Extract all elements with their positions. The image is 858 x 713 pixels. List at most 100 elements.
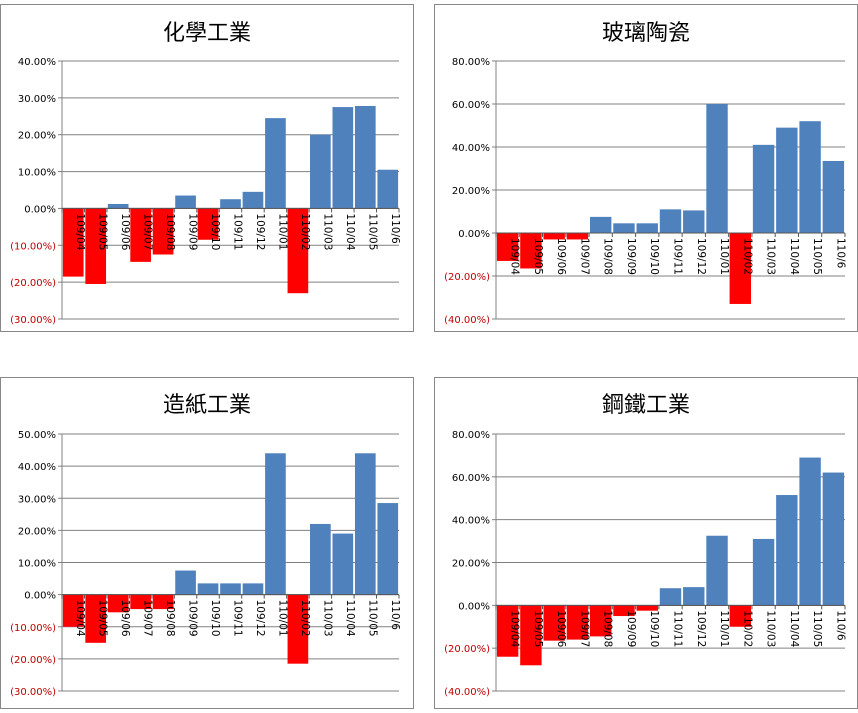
chart-chemical-bar	[175, 195, 196, 209]
chart-steel-bar	[729, 605, 752, 627]
chart-steel-bar	[799, 457, 821, 606]
chart-paper-xtick-label: 110/03	[321, 600, 333, 637]
chart-paper-bar	[310, 523, 331, 595]
chart-paper-ytick-label: 0.00%	[24, 591, 56, 602]
chart-paper-bar	[220, 583, 241, 595]
chart-paper-xtick-label: 109/06	[119, 600, 131, 637]
chart-glass-xtick-label: 110/02	[741, 238, 753, 275]
chart-paper-xtick-label: 109/07	[142, 600, 154, 637]
chart-steel-bar	[752, 538, 775, 606]
chart-chemical-svg: 化學工業 (30.00%) (20.00%) (10.00%) 0.00% 10.00% 2…	[0, 4, 414, 332]
chart-paper-ytick-label: (30.00%)	[10, 687, 56, 698]
chart-chemical-xtick-label: 109/08	[164, 213, 176, 250]
chart-steel-xtick-label: 110/02	[741, 610, 753, 647]
chart-steel-ytick-label: (40.00%)	[444, 687, 490, 698]
chart-glass-bar	[729, 233, 752, 304]
chart-paper-ytick-label: 10.00%	[18, 559, 56, 570]
chart-glass-xtick-label: 109/12	[695, 238, 707, 275]
chart-paper-bar	[242, 583, 264, 595]
chart-chemical-xtick-label: 110/02	[299, 213, 311, 250]
chart-glass-ytick-label: 20.00%	[452, 186, 490, 197]
chart-chemical-xtick-label: 109/11	[232, 213, 244, 250]
chart-steel-xtick-label: 109/07	[578, 610, 590, 647]
chart-paper-xtick-label: 109/09	[187, 600, 199, 637]
chart-paper-ytick-label: 40.00%	[18, 462, 56, 473]
chart-chemical-bar	[220, 199, 241, 209]
chart-glass-bar	[822, 160, 845, 233]
chart-glass-bar	[520, 233, 542, 269]
chart-paper-bar	[85, 594, 107, 643]
chart-steel-xtick-label: 109/06	[555, 610, 567, 647]
chart-glass-bar	[683, 210, 705, 233]
chart-paper-bar	[287, 594, 309, 664]
chart-glass-xtick-label: 110/03	[765, 238, 777, 275]
chart-paper-ytick-label: 50.00%	[18, 430, 56, 441]
chart-glass-xtick-label: 109/11	[672, 238, 684, 275]
chart-paper-bar	[354, 453, 376, 595]
chart-paper-bar	[175, 570, 196, 595]
chart-glass-ytick-label: 80.00%	[452, 57, 490, 68]
chart-chemical-bar	[197, 208, 219, 240]
chart-steel-bar	[636, 605, 658, 611]
chart-paper-xtick-label: 109/08	[164, 600, 176, 637]
chart-glass-bar	[496, 233, 519, 261]
chart-steel-xtick-label: 109/08	[602, 610, 614, 647]
chart-steel-bar	[496, 605, 519, 657]
chart-paper-xtick-label: 110/01	[276, 600, 288, 637]
chart-steel-bar	[566, 605, 589, 640]
chart-paper-bar	[130, 594, 151, 610]
chart-steel-bar	[520, 605, 542, 666]
chart-chemical-ytick-label: 0.00%	[24, 204, 56, 215]
chart-paper-bar	[107, 594, 129, 613]
chart-chemical-xtick-label: 109/12	[254, 213, 266, 250]
chart-paper-xtick-label: 109/05	[97, 600, 109, 637]
chart-paper-ytick-label: (20.00%)	[10, 655, 56, 666]
chart-chemical-bar	[107, 204, 129, 209]
chart-steel-xtick-label: 109/09	[625, 610, 637, 647]
chart-chemical-xtick-label: 110/01	[276, 213, 288, 250]
chart-chemical-xtick-label: 109/05	[97, 213, 109, 250]
chart-paper-xtick-label: 109/04	[74, 600, 86, 637]
chart-chemical-ytick-label: 30.00%	[18, 94, 56, 105]
chart-glass-ytick-label: 0.00%	[458, 229, 490, 240]
chart-steel: 鋼鐵工業 (40.00%) (20.00%) 0.00% 20.00% 40.00% 60.…	[434, 377, 858, 709]
chart-chemical-xtick-label: 109/07	[142, 213, 154, 250]
chart-chemical-ytick-label: 10.00%	[18, 168, 56, 179]
chart-paper-ytick-label: (10.00%)	[10, 623, 56, 634]
chart-chemical-bar	[287, 208, 309, 294]
chart-steel-xtick-label: 109/05	[532, 610, 544, 647]
chart-steel-xtick-label: 109/12	[695, 610, 707, 647]
chart-glass-bar	[566, 233, 589, 240]
chart-steel-ytick-label: (20.00%)	[444, 644, 490, 655]
chart-chemical-ytick-label: (10.00%)	[10, 241, 56, 252]
chart-chemical-bar	[85, 208, 107, 284]
chart-steel-title: 鋼鐵工業	[602, 393, 690, 418]
chart-glass-bar	[613, 223, 635, 233]
chart-glass-bar	[752, 144, 775, 233]
chart-steel-bar	[706, 535, 728, 606]
chart-paper-bar	[332, 533, 354, 595]
chart-chemical-xtick-label: 110/05	[366, 213, 378, 250]
chart-glass-xtick-label: 109/04	[509, 238, 521, 275]
chart-steel-bar	[589, 605, 612, 637]
chart-chemical-xtick-label: 110/04	[344, 213, 356, 250]
chart-glass-xtick-label: 110/6	[834, 238, 846, 269]
chart-paper-xtick-label: 110/04	[344, 600, 356, 637]
chart-chemical-title: 化學工業	[163, 21, 251, 46]
chart-glass-bar	[589, 216, 612, 233]
chart-chemical-bar	[152, 208, 174, 255]
chart-paper: 造紙工業 (30.00%) (20.00%) (10.00%) 0.00% 10.00% 2…	[0, 377, 414, 709]
chart-paper-ytick-label: 20.00%	[18, 526, 56, 537]
chart-glass-bar	[636, 223, 658, 233]
chart-paper-xtick-label: 110/02	[299, 600, 311, 637]
chart-steel-xtick-label: 110/11	[672, 610, 684, 647]
chart-paper-xtick-label: 109/11	[232, 600, 244, 637]
chart-chemical-bar	[242, 191, 264, 209]
chart-chemical-xtick-label: 109/04	[74, 213, 86, 250]
chart-chemical-xtick-label: 109/06	[119, 213, 131, 250]
chart-chemical-xtick-label: 110/6	[389, 213, 401, 244]
chart-glass: 玻璃陶瓷 (40.00%) (20.00%) 0.00% 20.00% 40.00% 60.…	[434, 4, 858, 332]
chart-glass-svg: 玻璃陶瓷 (40.00%) (20.00%) 0.00% 20.00% 40.00% 60.…	[434, 4, 858, 332]
chart-chemical-ytick-label: 20.00%	[18, 131, 56, 142]
chart-paper-svg: 造紙工業 (30.00%) (20.00%) (10.00%) 0.00% 10.00% 2…	[0, 377, 414, 709]
